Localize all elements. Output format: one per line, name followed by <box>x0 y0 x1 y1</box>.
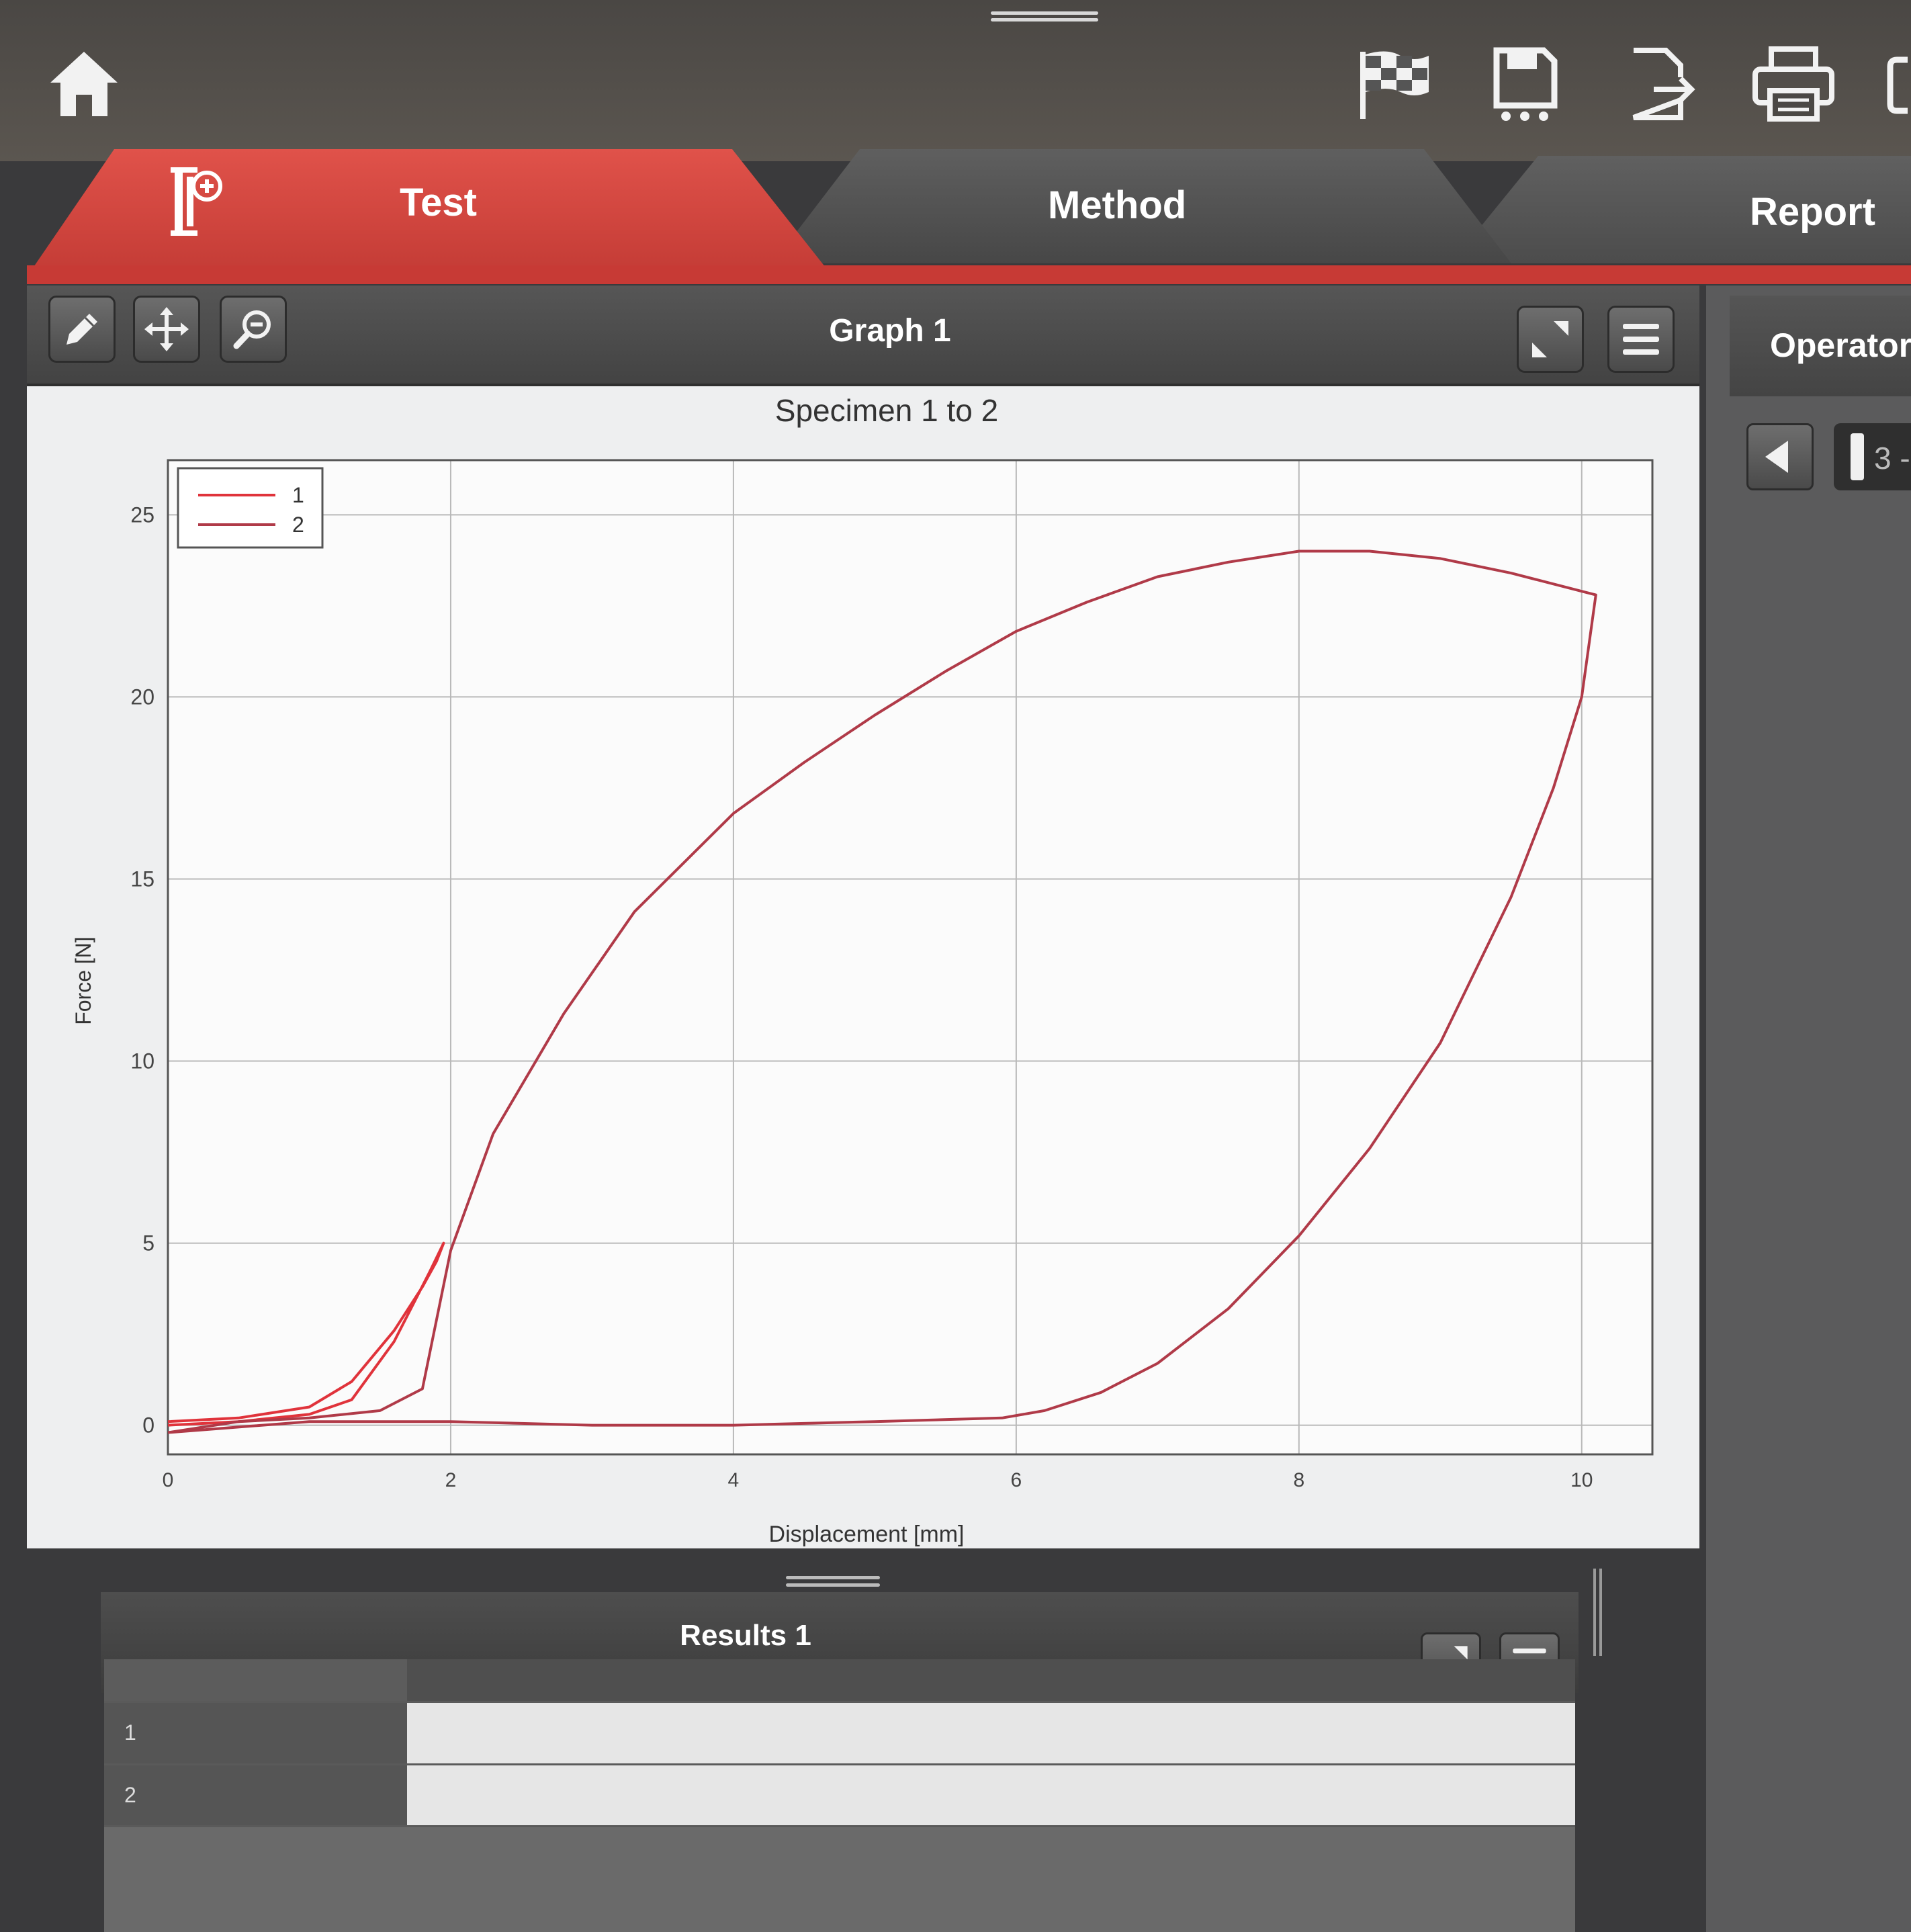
operator-selector-field[interactable] <box>1834 423 1911 490</box>
chart-title: Specimen 1 to 2 <box>775 393 998 428</box>
chart-series <box>167 550 1597 1434</box>
table-cell <box>407 1764 1575 1827</box>
chart-grid <box>167 460 1652 1454</box>
top-toolbar <box>0 0 1911 161</box>
operator-label: Operator <box>1770 326 1911 364</box>
x-axis-label: Displacement [mm] <box>769 1522 965 1547</box>
legend-label-1: 1 <box>292 483 304 507</box>
row-number: 2 <box>104 1764 407 1827</box>
x-tick-label: 4 <box>728 1469 740 1491</box>
operator-selector-value: 3 - <box>1874 441 1910 476</box>
graph-panel-header <box>27 286 1699 386</box>
y-tick-label: 20 <box>130 685 154 709</box>
window-icon[interactable] <box>1874 40 1911 128</box>
tab-report-label: Report <box>1750 190 1875 234</box>
series-line-1 <box>167 1241 445 1427</box>
x-tick-label: 10 <box>1570 1469 1593 1491</box>
triangle-left-icon[interactable] <box>1746 423 1814 490</box>
operator-panel <box>1706 286 1911 1932</box>
table-header-row <box>104 1659 1575 1703</box>
row-number: 1 <box>104 1702 407 1765</box>
menu-icon[interactable] <box>1607 306 1675 373</box>
legend-label-2: 2 <box>292 513 304 537</box>
plot-border <box>167 459 1654 1456</box>
y-tick-label: 15 <box>130 867 154 891</box>
tab-test-label: Test <box>400 181 477 224</box>
y-tick-label: 0 <box>142 1413 154 1438</box>
graph-panel-title: Graph 1 <box>829 313 951 349</box>
y-axis-label: Force [N] <box>71 936 95 1025</box>
y-tick-label: 5 <box>142 1231 154 1256</box>
tab-underline <box>27 265 1911 284</box>
chart-legend: 12 <box>177 467 324 549</box>
x-tick-label: 0 <box>163 1469 174 1491</box>
table-header-cell <box>407 1659 1575 1703</box>
checkered-flag-icon[interactable] <box>1350 40 1437 128</box>
legend-box <box>177 467 324 549</box>
tab-test[interactable] <box>27 149 833 277</box>
tab-report[interactable] <box>1451 156 1911 263</box>
operator-selector-marker <box>1851 433 1864 480</box>
results-empty-area <box>104 1827 1575 1932</box>
series-line-2 <box>167 550 1597 1434</box>
y-tick-label: 10 <box>130 1049 154 1073</box>
panel-splitter[interactable] <box>1593 1569 1603 1656</box>
drag-handle-icon[interactable] <box>786 1572 880 1592</box>
zoom-out-icon[interactable] <box>220 296 287 363</box>
x-tick-label: 2 <box>445 1469 457 1491</box>
table-row[interactable]: 2 <box>104 1764 1575 1827</box>
y-tick-label: 25 <box>130 502 154 527</box>
x-tick-label: 8 <box>1293 1469 1304 1491</box>
results-panel-title: Results 1 <box>680 1619 811 1652</box>
move-icon[interactable] <box>133 296 200 363</box>
expand-icon[interactable] <box>1517 306 1584 373</box>
specimen-add-icon <box>168 165 228 238</box>
force-displacement-chart[interactable]: 0 2 4 6 8 10 0 5 10 15 20 25 Specimen 1 to 2 Displa… <box>27 386 1699 1548</box>
table-cell <box>407 1702 1575 1765</box>
table-header-cell <box>104 1659 407 1703</box>
drag-handle-icon[interactable] <box>991 8 1098 24</box>
operator-panel-header <box>1730 296 1911 396</box>
chart-ticks: 0 2 4 6 8 10 0 5 10 15 20 25 <box>130 502 1593 1491</box>
home-icon[interactable] <box>40 40 128 128</box>
x-tick-label: 6 <box>1011 1469 1022 1491</box>
graph-area[interactable]: 0 2 4 6 8 10 0 5 10 15 20 25 Specimen 1 to 2 Displa… <box>27 386 1699 1548</box>
plot-background <box>168 460 1652 1454</box>
tab-method-label: Method <box>1048 183 1187 227</box>
save-icon[interactable] <box>1481 40 1568 128</box>
table-row[interactable]: 1 <box>104 1702 1575 1765</box>
tab-method[interactable] <box>772 149 1511 263</box>
results-table: 1 2 <box>104 1659 1575 1827</box>
pencil-icon[interactable] <box>48 296 116 363</box>
printer-icon[interactable] <box>1750 40 1837 128</box>
export-icon[interactable] <box>1615 40 1703 128</box>
